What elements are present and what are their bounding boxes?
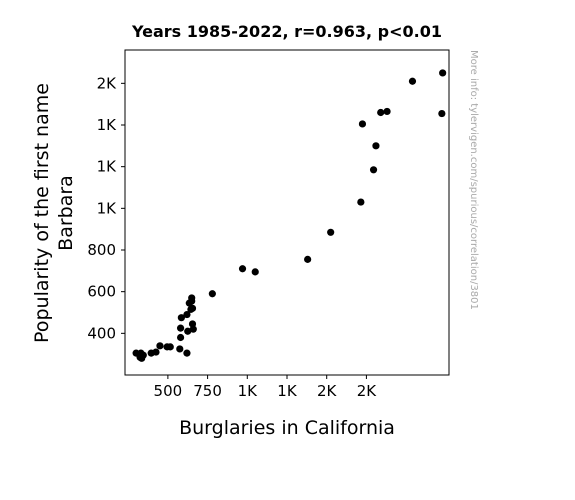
data-point — [372, 142, 380, 150]
data-point — [183, 310, 191, 319]
data-point — [147, 349, 155, 357]
data-point — [183, 349, 191, 357]
data-point — [189, 325, 197, 333]
data-point — [357, 198, 365, 206]
y-tick-label: 600 — [87, 283, 116, 301]
data-point — [185, 299, 193, 307]
y-tick-label: 1K — [97, 199, 118, 217]
x-axis: 500 750 1K 1K 2K 2K — [154, 375, 378, 400]
data-point — [439, 69, 447, 77]
plot-frame — [124, 49, 450, 376]
data-point — [438, 109, 446, 118]
y-tick-label: 1K — [97, 158, 118, 176]
data-point — [304, 255, 312, 263]
x-tick-label: 2K — [357, 382, 378, 400]
x-tick-label: 1K — [238, 382, 259, 400]
x-tick-label: 1K — [277, 382, 298, 400]
x-axis-label: Burglaries in California — [179, 417, 395, 439]
data-points — [132, 69, 447, 362]
data-point — [184, 327, 192, 335]
chart-title: Years 1985-2022, r=0.963, p<0.01 — [131, 22, 442, 41]
y-axis: 400 600 800 1K 1K 1K 2K — [87, 74, 125, 342]
data-point — [176, 324, 185, 332]
data-point — [251, 268, 259, 276]
y-tick-label: 1K — [97, 116, 118, 134]
data-point — [176, 345, 184, 353]
y-axis-label: Popularity of the first name Barbara — [31, 83, 77, 343]
x-tick-label: 750 — [193, 382, 222, 400]
data-point — [138, 354, 146, 362]
y-axis-label-line-1: Popularity of the first name — [31, 83, 53, 343]
data-point — [166, 343, 174, 351]
data-point — [187, 305, 195, 313]
y-tick-label: 2K — [97, 74, 118, 92]
data-point — [377, 108, 385, 117]
x-tick-label: 2K — [317, 382, 338, 400]
data-point — [176, 333, 185, 342]
data-point — [208, 290, 216, 298]
plot-area: 500 750 1K 1K 2K 2K 400 600 800 1K 1K 1K 2K — [87, 49, 450, 400]
data-point — [358, 120, 367, 128]
data-point — [177, 314, 185, 322]
data-point — [156, 342, 164, 350]
data-point — [383, 107, 391, 116]
x-tick-label: 500 — [154, 382, 183, 400]
data-point — [327, 228, 335, 236]
y-tick-label: 400 — [87, 324, 116, 342]
data-point — [238, 265, 247, 273]
y-axis-label-line-2: Barbara — [55, 175, 77, 251]
data-point — [408, 77, 417, 85]
y-tick-label: 800 — [87, 241, 116, 259]
data-point — [369, 166, 378, 174]
watermark-text: More info: tylervigen.com/spurious/corre… — [468, 50, 479, 310]
watermark: More info: tylervigen.com/spurious/corre… — [468, 50, 479, 310]
